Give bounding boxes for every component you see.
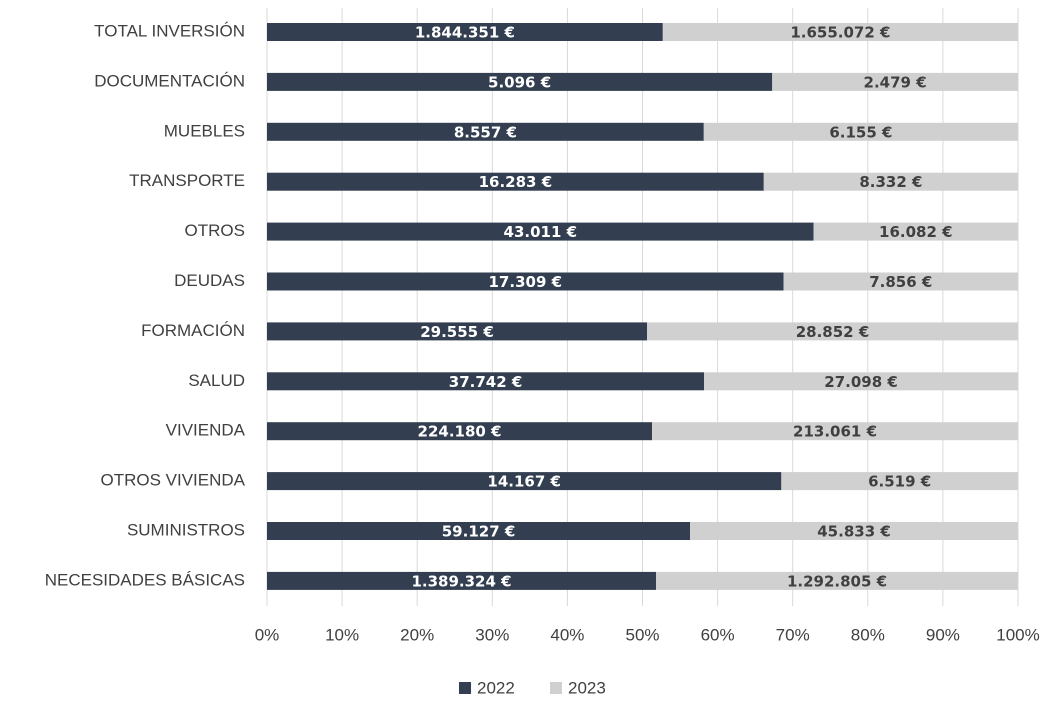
legend-label: 2023: [568, 678, 606, 697]
x-tick-label: 10%: [325, 625, 359, 644]
value-label: 1.389.324 €: [411, 572, 511, 590]
bar-segment: [267, 571, 657, 590]
category-label: VIVIENDA: [166, 421, 246, 440]
value-label: 8.557 €: [454, 123, 517, 141]
bar-segment: [267, 522, 691, 540]
x-tick-label: 80%: [851, 625, 885, 644]
value-label: 16.082 €: [879, 223, 953, 241]
value-label: 224.180 €: [418, 423, 502, 441]
bar-segment: [267, 322, 648, 341]
bar-segment: [652, 422, 1018, 441]
bar-segment: [267, 72, 773, 91]
x-tick-label: 0%: [255, 625, 280, 644]
value-label: 2.479 €: [864, 73, 927, 91]
bar-segment: [813, 222, 1018, 241]
value-label: 59.127 €: [442, 523, 516, 541]
category-label: DOCUMENTACIÓN: [94, 71, 245, 90]
bar-segment: [662, 23, 1018, 41]
x-tick-label: 50%: [625, 625, 659, 644]
legend-label: 2022: [477, 678, 515, 697]
value-label: 6.155 €: [829, 123, 892, 141]
category-label: DEUDAS: [174, 271, 245, 290]
bar-segment: [763, 172, 1018, 191]
bar-segment: [647, 322, 1018, 341]
bar-segment: [267, 172, 764, 191]
value-label: 45.833 €: [817, 523, 891, 541]
value-label: 7.856 €: [869, 273, 932, 291]
x-tick-label: 60%: [701, 625, 735, 644]
bar-segment: [267, 272, 784, 291]
bar-segment: [703, 122, 1018, 141]
bar-segment: [656, 571, 1018, 590]
bar-segment: [267, 23, 663, 41]
x-tick-label: 40%: [550, 625, 584, 644]
legend-swatch: [459, 682, 471, 694]
value-label: 27.098 €: [824, 373, 898, 391]
bar-segment: [781, 472, 1018, 491]
value-label: 14.167 €: [487, 473, 561, 491]
value-label: 213.061 €: [793, 423, 877, 441]
category-label: TOTAL INVERSIÓN: [94, 21, 245, 40]
category-label: TRANSPORTE: [129, 171, 245, 190]
bar-segment: [267, 122, 704, 141]
x-tick-label: 90%: [926, 625, 960, 644]
value-label: 43.011 €: [504, 223, 578, 241]
x-tick-label: 30%: [475, 625, 509, 644]
bar-segment: [267, 422, 653, 441]
value-label: 37.742 €: [449, 373, 523, 391]
category-label: FORMACIÓN: [141, 321, 245, 340]
value-label: 1.655.072 €: [790, 24, 890, 42]
value-label: 1.844.351 €: [415, 24, 515, 42]
x-tick-label: 20%: [400, 625, 434, 644]
bar-segment: [704, 372, 1018, 391]
value-label: 29.555 €: [420, 323, 494, 341]
legend-swatch: [550, 682, 562, 694]
bar-segment: [783, 272, 1018, 291]
category-label: MUEBLES: [164, 121, 245, 140]
bar-segment: [267, 372, 705, 391]
x-tick-label: 70%: [776, 625, 810, 644]
value-label: 28.852 €: [796, 323, 870, 341]
x-tick-label: 100%: [996, 625, 1039, 644]
category-label: OTROS: [185, 221, 245, 240]
value-label: 1.292.805 €: [787, 572, 887, 590]
value-label: 16.283 €: [479, 173, 553, 191]
bar-segment: [267, 222, 814, 241]
value-label: 5.096 €: [488, 73, 551, 91]
category-label: OTROS VIVIENDA: [100, 471, 245, 490]
category-label: SUMINISTROS: [127, 520, 245, 539]
category-label: SALUD: [188, 371, 245, 390]
bar-segment: [772, 72, 1018, 91]
bar-segment: [267, 472, 782, 491]
bar-segment: [690, 522, 1018, 540]
category-label: NECESIDADES BÁSICAS: [45, 570, 245, 589]
value-label: 6.519 €: [868, 473, 931, 491]
value-label: 8.332 €: [859, 173, 922, 191]
value-label: 17.309 €: [489, 273, 563, 291]
